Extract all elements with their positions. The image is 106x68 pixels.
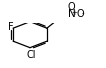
Text: F: F [8, 22, 13, 32]
Text: +: + [72, 10, 77, 16]
Text: O: O [68, 2, 75, 12]
Text: O: O [76, 9, 84, 19]
Text: -: - [82, 10, 84, 16]
Text: Cl: Cl [26, 50, 36, 60]
Text: N: N [68, 9, 75, 19]
